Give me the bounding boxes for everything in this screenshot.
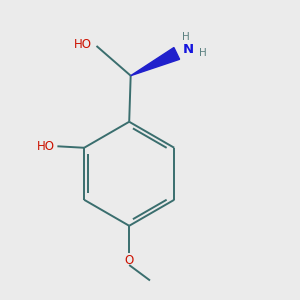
- Text: H: H: [199, 48, 207, 58]
- Text: O: O: [124, 254, 134, 267]
- Text: N: N: [182, 43, 194, 56]
- Polygon shape: [131, 47, 180, 76]
- Text: HO: HO: [74, 38, 92, 51]
- Text: H: H: [182, 32, 190, 41]
- Text: HO: HO: [37, 140, 55, 153]
